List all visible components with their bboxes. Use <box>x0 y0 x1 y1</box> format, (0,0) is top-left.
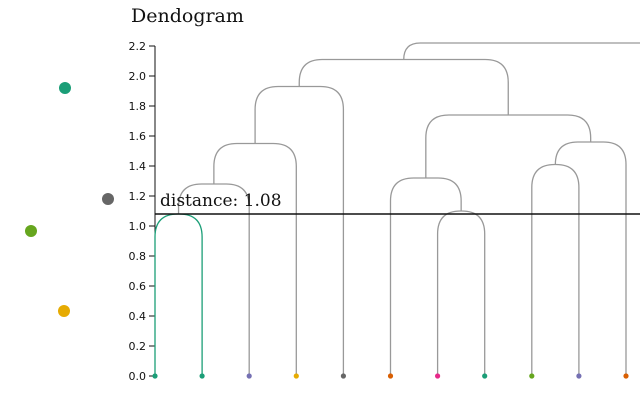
merge-link-3 <box>254 85 345 376</box>
merge-link-4 <box>436 210 486 376</box>
merge-link-7 <box>554 141 627 376</box>
merge-link-1 <box>177 183 250 376</box>
y-tick-label-9: 1.8 <box>129 100 147 113</box>
y-tick-label-10: 2.0 <box>129 70 147 83</box>
merge-link-6 <box>531 163 580 376</box>
leaf-node-6 <box>435 373 441 379</box>
merge-link-8 <box>425 114 592 178</box>
leaf-node-0 <box>152 373 158 379</box>
leaf-node-1 <box>199 373 205 379</box>
y-tick-label-11: 2.2 <box>129 40 147 53</box>
leaf-node-8 <box>529 373 535 379</box>
y-tick-label-3: 0.6 <box>129 280 147 293</box>
merge-link-2 <box>213 142 297 376</box>
leaf-node-5 <box>387 373 394 379</box>
cluster-dot-0 <box>59 82 71 94</box>
y-tick-label-2: 0.4 <box>129 310 147 323</box>
y-tick-label-5: 1.0 <box>129 220 147 233</box>
merge-link-9 <box>298 58 509 115</box>
y-tick-label-7: 1.4 <box>129 160 147 173</box>
merge-link-0 <box>154 213 203 376</box>
leaf-node-9 <box>576 373 582 379</box>
leaf-node-7 <box>482 373 488 379</box>
leaf-node-10 <box>623 373 629 379</box>
leaf-node-4 <box>340 373 346 379</box>
y-tick-label-0: 0.0 <box>129 370 147 383</box>
y-tick-label-8: 1.6 <box>129 130 147 143</box>
merge-link-10 <box>403 42 640 60</box>
cluster-dot-3 <box>58 305 70 317</box>
cluster-dot-2 <box>25 225 37 237</box>
threshold-label: distance: 1.08 <box>160 191 282 211</box>
leaf-node-3 <box>293 373 299 379</box>
y-tick-label-4: 0.8 <box>129 250 147 263</box>
merge-link-5 <box>389 177 462 376</box>
leaf-node-2 <box>246 373 252 379</box>
y-tick-label-6: 1.2 <box>129 190 147 203</box>
chart-title: Dendogram <box>131 5 244 27</box>
cluster-dot-1 <box>102 193 114 205</box>
y-tick-label-1: 0.2 <box>129 340 147 353</box>
